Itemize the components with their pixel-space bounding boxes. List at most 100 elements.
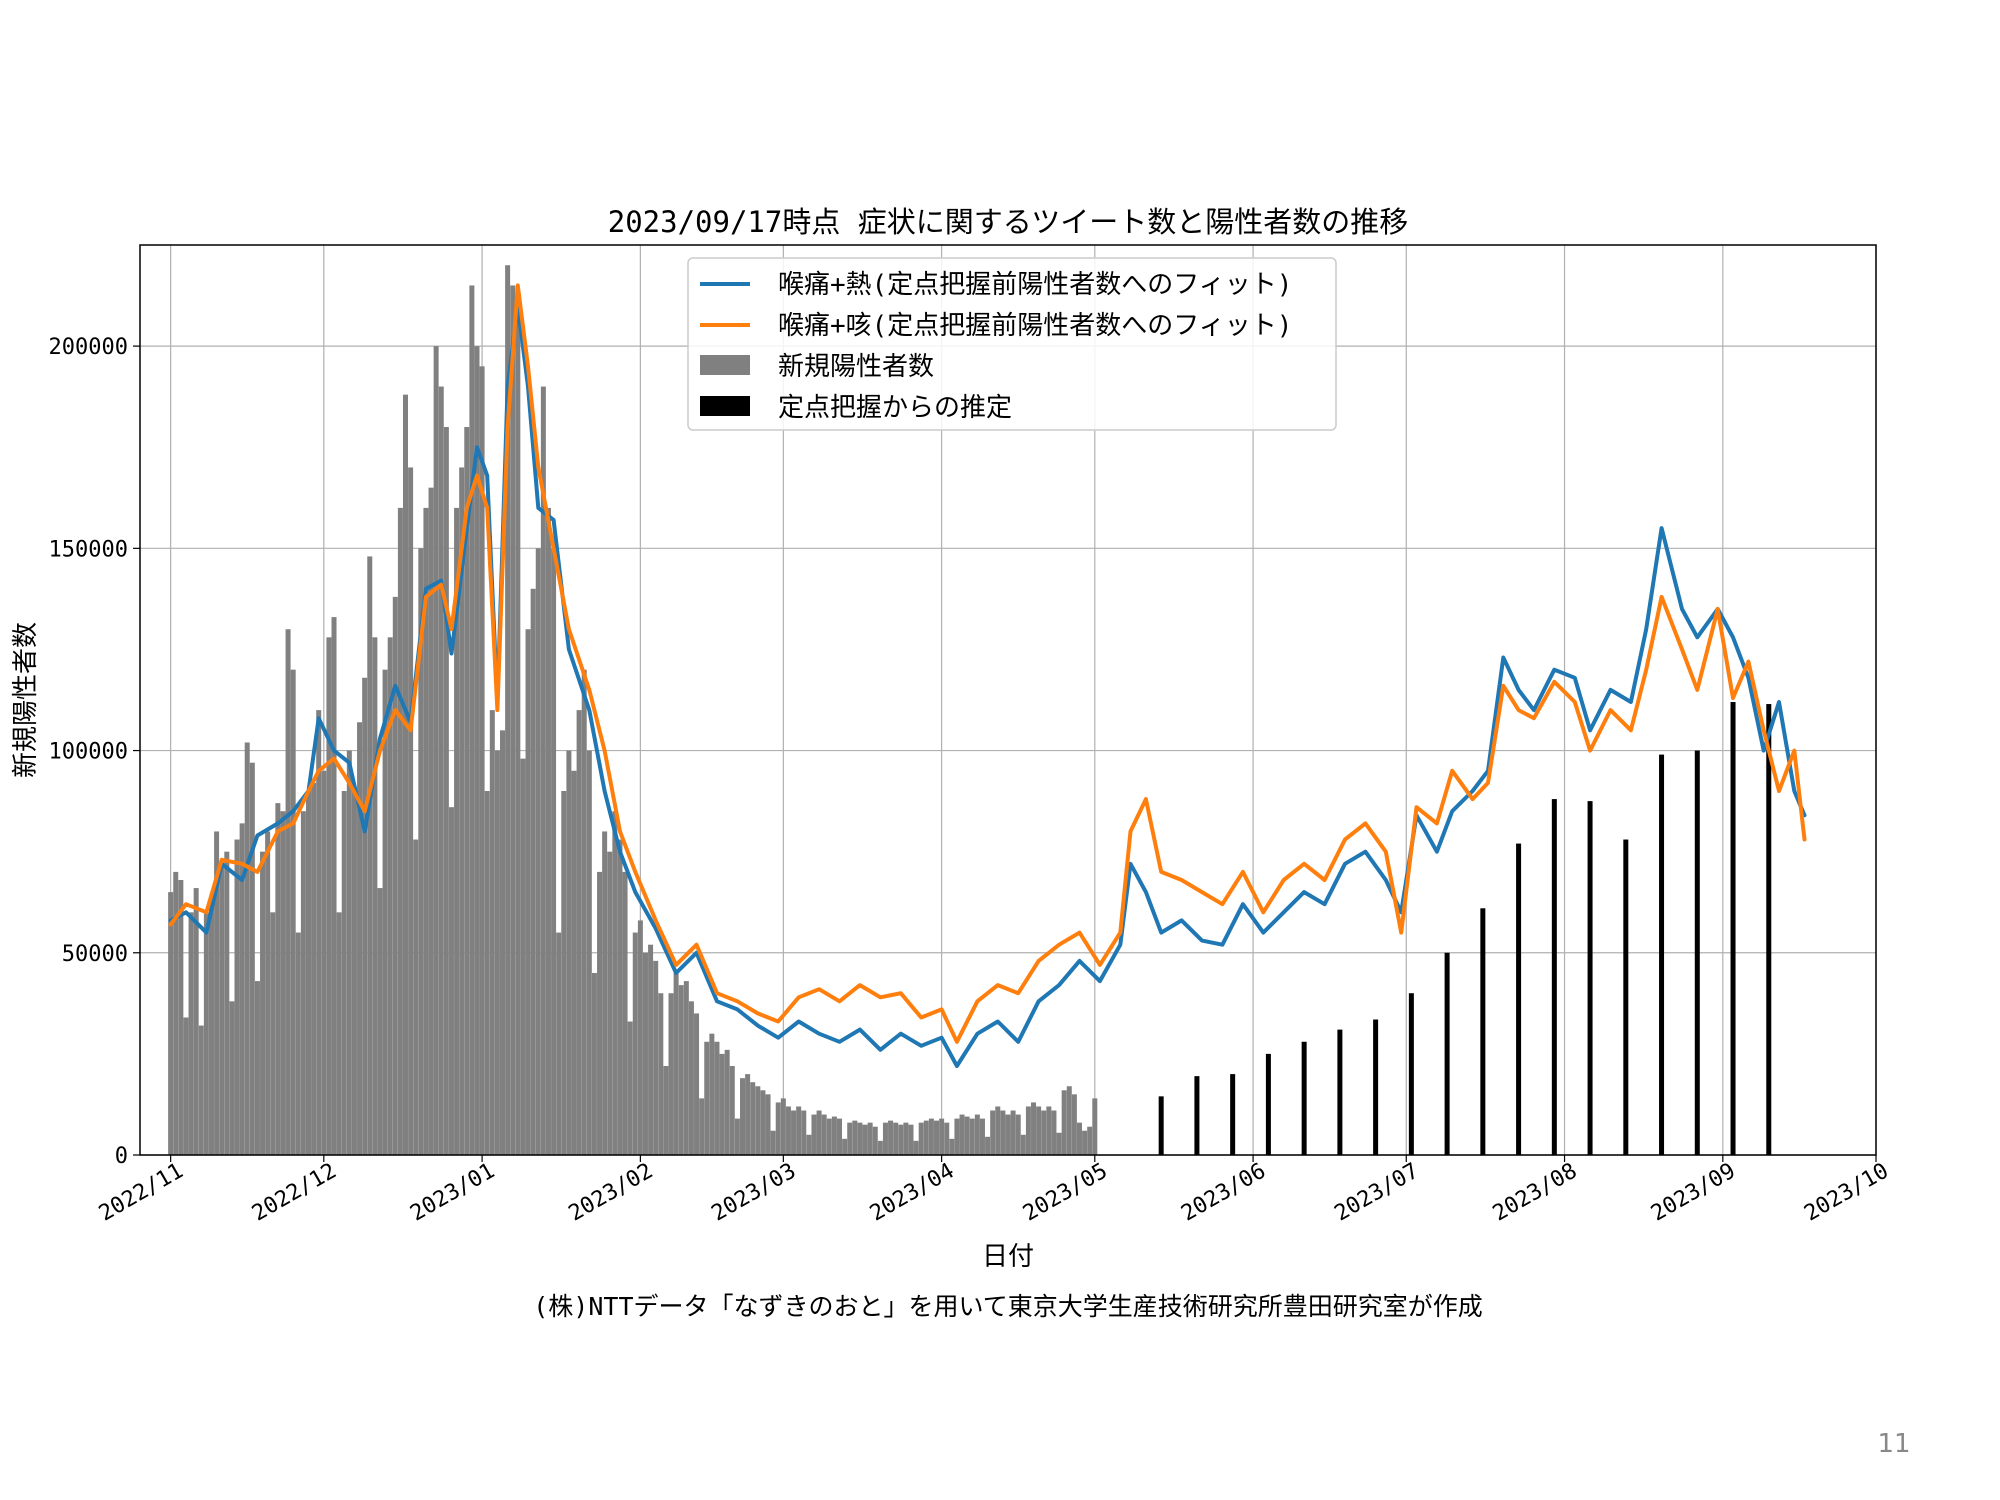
daily-positive-bar xyxy=(270,912,276,1155)
daily-positive-bar xyxy=(469,285,475,1155)
daily-positive-bar xyxy=(275,803,281,1155)
estimate-bar xyxy=(1337,1029,1343,1155)
daily-positive-bar xyxy=(254,981,260,1155)
daily-positive-bar xyxy=(525,629,531,1155)
daily-positive-bar xyxy=(699,1098,705,1155)
daily-positive-bars xyxy=(168,265,1098,1156)
daily-positive-bar xyxy=(617,839,623,1155)
daily-positive-bar xyxy=(1082,1130,1088,1155)
daily-positive-bar xyxy=(770,1130,776,1155)
estimate-bar xyxy=(1444,952,1450,1155)
daily-positive-bar xyxy=(316,710,322,1155)
x-tick-label: 2023/04 xyxy=(866,1159,959,1227)
daily-positive-bar xyxy=(494,750,500,1155)
daily-positive-bar xyxy=(653,960,659,1155)
estimate-bar xyxy=(1301,1041,1307,1155)
daily-positive-bar xyxy=(954,1118,960,1155)
x-tick-label: 2023/03 xyxy=(708,1159,801,1227)
estimate-bar xyxy=(1659,754,1665,1155)
x-axis-label: 日付 xyxy=(982,1242,1034,1272)
estimate-bar xyxy=(1730,702,1736,1155)
daily-positive-bar xyxy=(413,839,419,1155)
daily-positive-bar xyxy=(290,669,296,1155)
estimate-bar xyxy=(1408,993,1414,1155)
daily-positive-bar xyxy=(658,993,664,1155)
daily-positive-bar xyxy=(780,1098,786,1155)
x-tick-label: 2023/01 xyxy=(406,1159,499,1227)
daily-positive-bar xyxy=(198,1025,204,1155)
daily-positive-bar xyxy=(995,1106,1001,1155)
y-tick-label: 150000 xyxy=(49,537,128,562)
daily-positive-bar xyxy=(709,1033,715,1155)
daily-positive-bar xyxy=(1061,1090,1067,1155)
daily-positive-bar xyxy=(321,770,327,1155)
daily-positive-bar xyxy=(622,871,628,1155)
daily-positive-bar xyxy=(1076,1122,1082,1155)
estimate-bar xyxy=(1551,799,1557,1155)
daily-positive-bar xyxy=(923,1120,929,1155)
x-tick-label: 2023/08 xyxy=(1489,1159,1582,1227)
daily-positive-bar xyxy=(239,823,245,1155)
daily-positive-bar xyxy=(837,1118,843,1155)
daily-positive-bar xyxy=(377,888,383,1155)
daily-positive-bar xyxy=(964,1116,970,1155)
daily-positive-bar xyxy=(326,637,332,1155)
daily-positive-bar xyxy=(357,722,363,1155)
daily-positive-bar xyxy=(331,617,337,1155)
estimate-bar xyxy=(1623,839,1629,1155)
y-tick-label: 100000 xyxy=(49,740,128,765)
daily-positive-bar xyxy=(739,1078,745,1155)
daily-positive-bar xyxy=(852,1120,858,1155)
daily-positive-bar xyxy=(438,386,444,1155)
daily-positive-bar xyxy=(908,1124,914,1155)
daily-positive-bar xyxy=(515,305,521,1156)
daily-positive-bar xyxy=(193,888,199,1155)
daily-positive-bar xyxy=(351,791,357,1155)
daily-positive-bar xyxy=(872,1126,878,1155)
legend-box xyxy=(687,257,1337,431)
x-tick-label: 2023/09 xyxy=(1647,1159,1740,1227)
daily-positive-bar xyxy=(336,912,342,1155)
daily-positive-bar xyxy=(826,1118,832,1155)
estimate-bar xyxy=(1194,1076,1200,1155)
daily-positive-bar xyxy=(729,1066,735,1155)
daily-positive-bar xyxy=(1087,1126,1093,1155)
daily-positive-bar xyxy=(775,1102,781,1155)
daily-positive-bar xyxy=(979,1118,985,1155)
daily-positive-bar xyxy=(704,1041,710,1155)
plot-frame xyxy=(139,244,1877,1156)
estimate-bar xyxy=(1516,843,1522,1155)
y-tick-label: 0 xyxy=(115,1144,128,1169)
estimate-bars xyxy=(1158,702,1772,1155)
daily-positive-bar xyxy=(1015,1114,1021,1155)
daily-positive-bar xyxy=(341,791,347,1155)
estimate-bar xyxy=(1158,1096,1164,1155)
legend: 喉痛+熱(定点把握前陽性者数へのフィット) 喉痛+咳(定点把握前陽性者数へのフィ… xyxy=(687,257,1337,431)
daily-positive-bar xyxy=(561,791,567,1155)
y-axis: 0 50000 100000 150000 200000 xyxy=(49,335,140,1169)
daily-positive-bar xyxy=(612,811,618,1155)
daily-positive-bar xyxy=(1005,1114,1011,1155)
estimate-bar xyxy=(1230,1074,1236,1155)
daily-positive-bar xyxy=(474,346,480,1156)
daily-positive-bar xyxy=(372,637,378,1155)
daily-positive-bar xyxy=(265,831,271,1155)
daily-positive-bar xyxy=(505,265,511,1155)
legend-label-fever: 喉痛+熱(定点把握前陽性者数へのフィット) xyxy=(778,270,1292,300)
daily-positive-bar xyxy=(1071,1094,1077,1155)
estimate-bar xyxy=(1587,801,1593,1155)
daily-positive-bar xyxy=(949,1138,955,1155)
daily-positive-bar xyxy=(545,507,551,1155)
daily-positive-bar xyxy=(295,932,301,1155)
daily-positive-bar xyxy=(300,811,306,1155)
daily-positive-bar xyxy=(540,386,546,1155)
daily-positive-bar xyxy=(576,710,582,1155)
daily-positive-bar xyxy=(719,1053,725,1155)
daily-positive-bar xyxy=(423,507,429,1155)
daily-positive-bar xyxy=(785,1106,791,1155)
daily-positive-bar xyxy=(867,1122,873,1155)
daily-positive-bar xyxy=(893,1122,899,1155)
daily-positive-bar xyxy=(464,427,470,1155)
y-tick-label: 200000 xyxy=(49,335,128,360)
daily-positive-bar xyxy=(397,507,403,1155)
